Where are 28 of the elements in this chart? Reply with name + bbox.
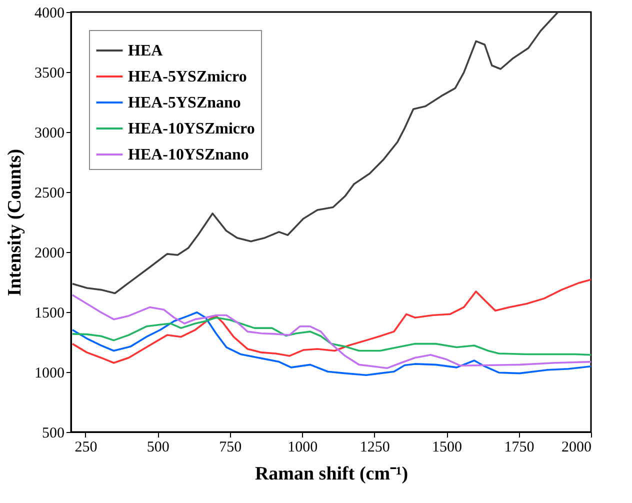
line-series bbox=[72, 311, 591, 376]
legend-label: HEA-5YSZnano bbox=[128, 94, 241, 112]
y-tick-label: 3000 bbox=[34, 126, 64, 142]
line-series bbox=[72, 12, 559, 294]
legend-label: HEA-10YSZmicro bbox=[128, 120, 255, 138]
y-tick-label: 4000 bbox=[34, 6, 64, 22]
x-tick-label: 1250 bbox=[360, 440, 390, 456]
y-tick-label: 1500 bbox=[34, 306, 64, 322]
y-tick-label: 500 bbox=[42, 426, 64, 442]
line-series bbox=[72, 316, 591, 356]
y-tick-label: 2500 bbox=[34, 186, 64, 202]
x-tick-label: 2000 bbox=[562, 440, 592, 456]
legend-label: HEA-10YSZnano bbox=[128, 146, 249, 164]
y-tick-label: 1000 bbox=[34, 366, 64, 382]
x-tick-label: 1500 bbox=[432, 440, 462, 456]
x-tick-label: 500 bbox=[146, 440, 170, 456]
legend-label: HEA-5YSZmicro bbox=[128, 68, 247, 86]
x-tick-label: 750 bbox=[219, 440, 242, 456]
y-tick-label: 3500 bbox=[34, 66, 64, 82]
x-tick-label: 250 bbox=[74, 440, 98, 456]
y-tick-label: 2000 bbox=[34, 246, 64, 262]
line-series bbox=[72, 294, 591, 370]
line-series bbox=[72, 278, 591, 364]
x-tick-label: 1750 bbox=[504, 440, 534, 456]
y-axis-title: Intensity (Counts) bbox=[4, 148, 26, 296]
x-axis-title: Raman shift (cm⁻¹) bbox=[254, 464, 408, 484]
x-tick-label: 1000 bbox=[288, 440, 318, 456]
legend-label: HEA bbox=[128, 42, 164, 60]
